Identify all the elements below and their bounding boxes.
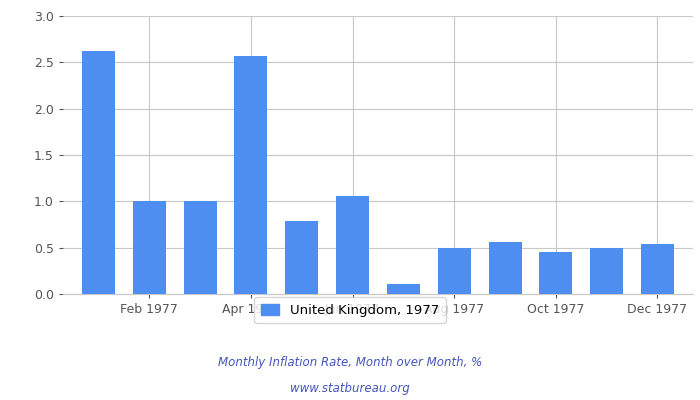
Bar [336, 196, 369, 294]
Bar [82, 51, 115, 294]
Legend: United Kingdom, 1977: United Kingdom, 1977 [254, 297, 446, 324]
Bar [641, 244, 674, 294]
Bar [438, 248, 470, 294]
Bar [183, 201, 217, 294]
Bar [590, 248, 623, 294]
Text: www.statbureau.org: www.statbureau.org [290, 382, 410, 395]
Bar [234, 56, 267, 294]
Bar [387, 284, 420, 294]
Bar [489, 242, 522, 294]
Text: Monthly Inflation Rate, Month over Month, %: Monthly Inflation Rate, Month over Month… [218, 356, 482, 369]
Bar [539, 252, 573, 294]
Bar [286, 221, 318, 294]
Bar [133, 201, 166, 294]
